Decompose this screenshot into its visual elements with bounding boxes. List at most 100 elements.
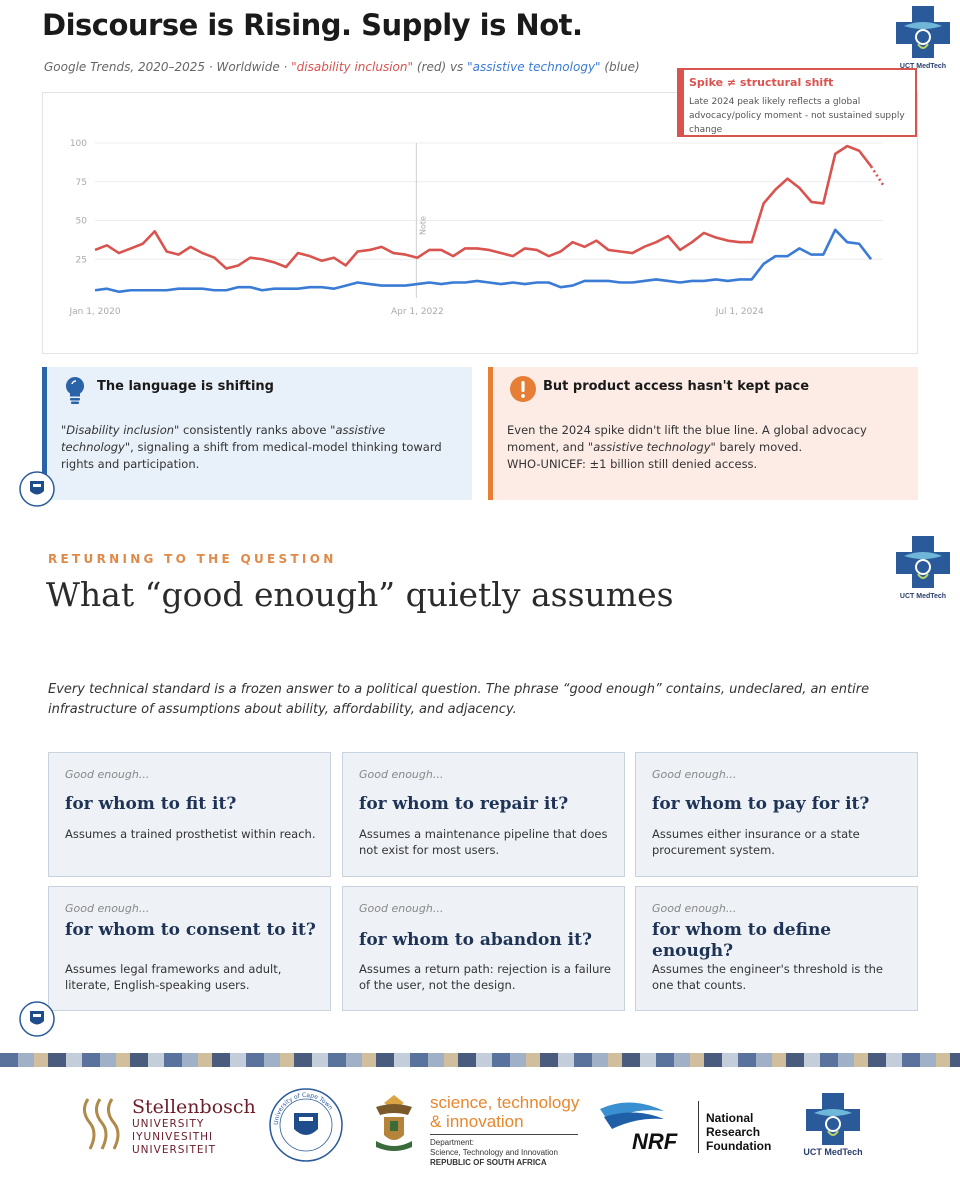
card-left-text-b: " consistently ranks above " bbox=[174, 423, 336, 437]
sti-dept-2: Science, Technology and Innovation bbox=[430, 1148, 558, 1157]
chart-grid bbox=[95, 142, 883, 260]
nrf-divider bbox=[698, 1101, 699, 1153]
y-tick-label: 75 bbox=[76, 178, 87, 188]
uct-crest-icon bbox=[19, 1001, 55, 1037]
decorative-texture-strip bbox=[0, 1053, 960, 1067]
card-right-text-a: Even the 2024 spike didn't lift the blue… bbox=[507, 423, 867, 454]
card-title: for whom to repair it? bbox=[359, 794, 569, 814]
chart-series bbox=[94, 144, 885, 294]
stellenbosch-name: Stellenbosch bbox=[132, 1096, 256, 1118]
card-left-title: The language is shifting bbox=[97, 379, 274, 394]
note-annotation: Note bbox=[415, 143, 427, 298]
series-line-disability-inclusion bbox=[94, 144, 873, 270]
series-line-dotted-tail bbox=[869, 165, 885, 186]
spike-callout: Spike ≠ structural shift Late 2024 peak … bbox=[677, 68, 917, 137]
stellenbosch-line-1: UNIVERSITY bbox=[132, 1118, 205, 1130]
card-body: Assumes either insurance or a state proc… bbox=[652, 827, 860, 857]
x-tick-label: Jan 1, 2020 bbox=[68, 307, 120, 317]
subtitle-term-red: "disability inclusion" bbox=[291, 60, 414, 74]
stellenbosch-line-3: UNIVERSITEIT bbox=[132, 1144, 217, 1156]
exclamation-circle-icon bbox=[510, 376, 536, 402]
callout-body: Late 2024 peak likely reflects a global … bbox=[689, 97, 905, 135]
note-label: Note bbox=[418, 216, 427, 235]
intro-paragraph: Every technical standard is a frozen ans… bbox=[48, 682, 870, 717]
stellenbosch-line-2: IYUNIVESITHI bbox=[132, 1131, 214, 1143]
card-right-text-b: " barely moved. bbox=[710, 440, 803, 454]
y-axis-ticks: 25 50 75 100 bbox=[70, 139, 87, 265]
medical-cross-icon bbox=[896, 536, 950, 588]
uct-seal-small-2 bbox=[18, 1000, 56, 1038]
trends-line-chart: Note 25 50 75 100 Jan 1, 2020 Apr 1, 2022 Jul… bbox=[68, 139, 885, 317]
assumption-card: Good enough... for whom to define enough… bbox=[635, 886, 918, 1011]
card-eyebrow: Good enough... bbox=[359, 902, 444, 915]
card-eyebrow: Good enough... bbox=[65, 902, 150, 915]
card-title: for whom to define enough? bbox=[652, 920, 832, 961]
y-tick-label: 100 bbox=[70, 139, 87, 149]
language-shifting-card: The language is shifting "Disability inc… bbox=[42, 367, 472, 500]
nrf-name: National Research Foundation bbox=[706, 1111, 771, 1153]
medtech-caption-2: UCT MedTech bbox=[899, 593, 947, 600]
card-left-text-a: " bbox=[61, 423, 67, 437]
sti-divider bbox=[430, 1134, 578, 1135]
medical-cross-icon bbox=[896, 6, 950, 58]
callout-accent-bar bbox=[679, 70, 684, 135]
nrf-line-2: Research bbox=[706, 1125, 761, 1139]
sti-line-2: & innovation bbox=[430, 1112, 524, 1131]
uct-medtech-logo-2: UCT MedTech bbox=[888, 534, 958, 600]
card-eyebrow: Good enough... bbox=[652, 768, 737, 781]
sti-dept-3: REPUBLIC OF SOUTH AFRICA bbox=[430, 1158, 547, 1167]
card-title: for whom to fit it? bbox=[65, 794, 237, 814]
x-tick-label: Jul 1, 2024 bbox=[715, 307, 764, 317]
assumption-card: Good enough... for whom to abandon it? A… bbox=[342, 886, 625, 1011]
card-body: Assumes the engineer's threshold is the … bbox=[652, 962, 883, 992]
x-tick-label: Apr 1, 2022 bbox=[391, 307, 444, 317]
section-title: What “good enough” quietly assumes bbox=[46, 575, 674, 614]
card-title: for whom to abandon it? bbox=[359, 930, 592, 950]
card-right-body: Even the 2024 spike didn't lift the blue… bbox=[507, 422, 907, 473]
uct-seal-logo: University of Cape Town bbox=[269, 1088, 343, 1162]
card-body: Assumes a return path: rejection is a fa… bbox=[359, 962, 611, 992]
x-axis-ticks: Jan 1, 2020 Apr 1, 2022 Jul 1, 2024 bbox=[68, 307, 764, 317]
sti-line-1: science, technology bbox=[430, 1093, 580, 1112]
nrf-line-1: National bbox=[706, 1111, 754, 1125]
card-eyebrow: Good enough... bbox=[65, 768, 150, 781]
partner-logo-footer: Stellenbosch UNIVERSITY IYUNIVESITHI UNI… bbox=[0, 1067, 960, 1200]
nrf-line-3: Foundation bbox=[706, 1139, 772, 1153]
medtech-caption-footer: UCT MedTech bbox=[803, 1147, 863, 1157]
card-body: Assumes legal frameworks and adult, lite… bbox=[65, 962, 282, 992]
sti-department-logo: science, technology & innovation Departm… bbox=[430, 1093, 579, 1168]
nrf-logo-mark: NRF bbox=[600, 1102, 678, 1154]
uct-crest-icon bbox=[19, 471, 55, 507]
assumption-card: Good enough... for whom to pay for it? A… bbox=[635, 752, 918, 877]
card-body: Assumes a maintenance pipeline that does… bbox=[359, 827, 608, 857]
callout-title: Spike ≠ structural shift bbox=[689, 76, 834, 89]
product-access-card: But product access hasn't kept pace Even… bbox=[488, 367, 918, 500]
card-left-term-2: assistive technology bbox=[61, 423, 386, 454]
card-eyebrow: Good enough... bbox=[359, 768, 444, 781]
subtitle-mid: (red) vs bbox=[413, 60, 468, 74]
card-left-body: "Disability inclusion" consistently rank… bbox=[61, 422, 461, 473]
slide-headline: Discourse is Rising. Supply is Not. bbox=[42, 8, 583, 42]
chart-subtitle: Google Trends, 2020–2025 · Worldwide · "… bbox=[44, 60, 640, 74]
stellenbosch-emblem-icon bbox=[83, 1098, 120, 1150]
uct-seal-small bbox=[18, 470, 56, 508]
card-right-term: assistive technology bbox=[593, 440, 711, 454]
uct-medtech-logo-footer: UCT MedTech bbox=[798, 1091, 868, 1157]
subtitle-suffix: (blue) bbox=[600, 60, 640, 74]
card-title: for whom to pay for it? bbox=[652, 794, 870, 814]
card-right-title: But product access hasn't kept pace bbox=[543, 379, 810, 394]
assumption-card: Good enough... for whom to fit it? Assum… bbox=[48, 752, 331, 877]
sti-dept-1: Department: bbox=[430, 1138, 475, 1147]
assumption-card: Good enough... for whom to repair it? As… bbox=[342, 752, 625, 877]
card-left-term-1: Disability inclusion bbox=[66, 423, 175, 437]
y-tick-label: 50 bbox=[76, 217, 88, 227]
card-eyebrow: Good enough... bbox=[652, 902, 737, 915]
card-body: Assumes a trained prosthetist within rea… bbox=[65, 827, 316, 841]
subtitle-prefix: Google Trends, 2020–2025 · Worldwide · bbox=[44, 60, 292, 74]
assumption-card: Good enough... for whom to consent to it… bbox=[48, 886, 331, 1011]
series-line-assistive-technology bbox=[94, 228, 873, 294]
section-kicker: RETURNING TO THE QUESTION bbox=[48, 552, 337, 566]
uct-medtech-logo: UCT MedTech bbox=[888, 4, 958, 70]
y-tick-label: 25 bbox=[76, 255, 87, 265]
card-title: for whom to consent to it? bbox=[65, 920, 316, 940]
